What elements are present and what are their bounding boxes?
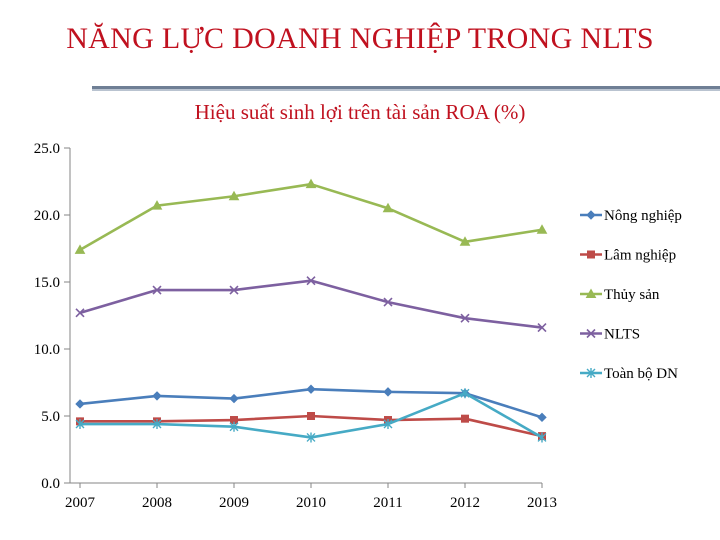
series-3-point: [74, 244, 86, 254]
series-4-point: [229, 285, 239, 295]
legend-marker: [586, 328, 596, 339]
series-3-point: [536, 224, 548, 234]
series-3-point: [305, 178, 317, 189]
series-4-point: [152, 285, 162, 295]
series-4-point: [306, 276, 316, 286]
legend-marker: [586, 210, 596, 220]
series-3-point: [459, 236, 471, 246]
legend-label: Nông nghiệp: [604, 208, 682, 224]
series-4-point: [537, 322, 547, 333]
x-tick-label: 2013: [527, 495, 557, 511]
legend-label: Thủy sản: [604, 287, 660, 303]
series-5-point: [383, 419, 393, 430]
series-4-point: [383, 297, 393, 307]
x-tick-label: 2007: [65, 495, 96, 511]
series-5-point: [537, 432, 547, 443]
series-5-point: [229, 421, 239, 432]
x-tick-label: 2012: [450, 495, 480, 511]
x-tick-label: 2011: [373, 495, 402, 511]
legend-item: NLTS: [580, 327, 640, 343]
series-1-point: [229, 393, 239, 404]
y-tick-label: 25.0: [34, 141, 60, 157]
legend-marker: [585, 288, 597, 298]
x-tick-label: 2008: [142, 495, 172, 511]
title-divider-shadow: [92, 89, 720, 91]
chart-title: Hiệu suất sinh lợi trên tài sản ROA (%): [194, 100, 526, 124]
y-tick-label: 10.0: [34, 342, 60, 358]
series-1-point: [306, 384, 316, 394]
y-tick-label: 5.0: [41, 409, 60, 425]
x-tick-label: 2010: [296, 495, 326, 511]
series-2-point: [307, 412, 315, 420]
legend-label: Toàn bộ DN: [604, 366, 678, 382]
legend-item: Thủy sản: [580, 287, 660, 303]
series-3-point: [382, 202, 394, 213]
series-4-point: [460, 313, 470, 323]
series-1-point: [152, 391, 162, 401]
series-5: [75, 388, 547, 443]
title-divider: [92, 86, 720, 89]
y-tick-label: 20.0: [34, 208, 60, 224]
slide-title: NĂNG LỰC DOANH NGHIỆP TRONG NLTS: [66, 22, 654, 55]
series-4-line: [79, 279, 543, 329]
series-3-line: [79, 182, 543, 251]
y-tick-label: 0.0: [41, 476, 60, 492]
series-1-point: [383, 387, 393, 397]
legend-item: Lâm nghiệp: [580, 248, 676, 264]
series-5-point: [460, 388, 470, 399]
series-3: [74, 178, 548, 254]
legend-label: Lâm nghiệp: [604, 248, 676, 264]
series-4: [75, 276, 547, 333]
legend-marker: [587, 250, 595, 259]
legend-label: NLTS: [604, 327, 640, 343]
chart-axes: 0.0 5.0 10.0 15.0 20.0 25.0 2007 2008 2009 2010 20…: [34, 141, 557, 511]
chart-series: [74, 178, 548, 443]
series-3-point: [151, 200, 163, 210]
legend-marker: [586, 368, 596, 378]
series-1-point: [537, 412, 547, 423]
series-5-point: [75, 419, 85, 430]
series-4-point: [75, 308, 85, 318]
chart-legend: Nông nghiệp Lâm nghiệp Thủy sản NLTS Toàn bộ…: [580, 208, 682, 382]
series-3-point: [228, 190, 240, 201]
series-5-point: [152, 419, 162, 430]
legend-item: Toàn bộ DN: [580, 366, 678, 382]
x-tick-label: 2009: [219, 495, 249, 511]
series-5-point: [306, 432, 316, 443]
series-2-point: [461, 414, 469, 423]
y-tick-label: 15.0: [34, 275, 60, 291]
series-1-point: [75, 399, 85, 409]
legend-item: Nông nghiệp: [580, 208, 682, 224]
